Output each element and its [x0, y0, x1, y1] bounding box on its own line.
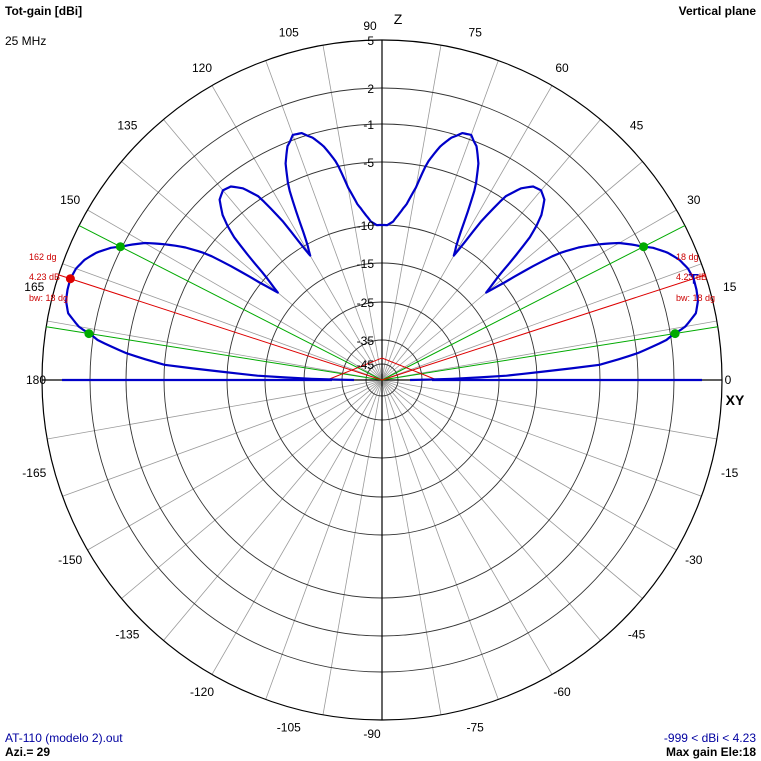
radial-tick-label: 5	[367, 34, 374, 48]
spoke-line	[381, 379, 601, 641]
angle-tick-label: -45	[628, 628, 646, 642]
spoke-line	[381, 209, 677, 381]
max-gain-line	[58, 274, 383, 381]
beam-edge-line	[381, 326, 718, 381]
spoke-line	[381, 379, 643, 599]
beam-edge-marker	[639, 242, 649, 252]
angle-tick-label: 0	[725, 373, 732, 387]
left-gain-label: 4.23 dB	[29, 272, 60, 282]
spoke-line	[265, 379, 383, 700]
max-gain-tick	[688, 273, 699, 284]
radial-tick-label: -10	[357, 219, 375, 233]
spoke-line	[121, 379, 383, 599]
axis-label-z: Z	[394, 11, 403, 27]
angle-tick-label: -30	[685, 553, 703, 567]
beam-edge-marker	[670, 329, 680, 339]
frequency-label: 25 MHz	[5, 34, 47, 48]
spoke-line	[381, 45, 442, 381]
beam-edge-marker	[115, 242, 125, 252]
beam-annotations: 18 dg 4.23 dB bw: 18 dg 162 dg 4.23 dB bw: 18…	[29, 252, 715, 303]
spoke-line	[211, 85, 383, 381]
spoke-line	[47, 379, 383, 440]
spoke-line	[121, 161, 383, 381]
plane-label: Vertical plane	[678, 4, 756, 18]
center-triangle	[326, 357, 438, 381]
angle-tick-label: -135	[115, 628, 139, 642]
radiation-pattern	[62, 132, 702, 382]
angle-tick-label: -165	[22, 466, 46, 480]
spoke-line	[62, 379, 383, 497]
spoke-line	[381, 379, 702, 497]
beam-lines	[46, 225, 718, 381]
beam-edge-marker	[84, 329, 94, 339]
spoke-line	[381, 379, 499, 700]
beam-edge-line	[78, 225, 383, 381]
max-gain-line	[381, 274, 706, 381]
angle-tick-label: 75	[469, 25, 483, 39]
beam-edge-line	[381, 225, 686, 381]
max-gain-label: Max gain Ele:18	[665, 745, 756, 759]
file-name: AT-110 (modelo 2).out	[5, 731, 123, 745]
radial-tick-label: -15	[357, 257, 375, 271]
angle-tick-label: 60	[555, 61, 569, 75]
spoke-line	[62, 263, 383, 381]
chart-title: Tot-gain [dBi]	[5, 4, 83, 18]
pattern-curve	[65, 132, 699, 382]
angle-tick-label: -120	[190, 685, 214, 699]
spoke-line	[381, 379, 677, 551]
spoke-line	[265, 60, 383, 381]
angle-tick-label: 45	[630, 118, 644, 132]
spoke-line	[322, 45, 383, 381]
spoke-line	[381, 379, 553, 675]
angle-tick-label: 150	[60, 193, 80, 207]
spoke-line	[87, 209, 383, 381]
spoke-line	[381, 379, 717, 440]
spoke-line	[381, 119, 601, 381]
spoke-line	[322, 379, 383, 715]
radial-tick-label: 2	[367, 82, 374, 96]
angle-tick-label: -60	[553, 685, 571, 699]
spoke-line	[381, 85, 553, 381]
angle-tick-label: -75	[467, 721, 485, 735]
spoke-line	[87, 379, 383, 551]
angle-tick-label: 165	[24, 280, 44, 294]
left-bw-label: bw: 18 dg	[29, 293, 68, 303]
gain-range: -999 < dBi < 4.23	[663, 731, 756, 745]
spoke-line	[47, 320, 383, 381]
angle-tick-label: 135	[117, 118, 137, 132]
angle-tick-label: -90	[363, 727, 381, 741]
max-gain-marker	[65, 274, 75, 284]
spoke-line	[381, 320, 717, 381]
angle-tick-label: -15	[721, 466, 739, 480]
spoke-line	[381, 161, 643, 381]
right-bw-label: bw: 18 dg	[676, 293, 715, 303]
azimuth-label: Azi.= 29	[5, 745, 51, 759]
spoke-line	[163, 119, 383, 381]
beam-edge-line	[46, 326, 383, 381]
left-angle-label: 162 dg	[29, 252, 57, 262]
angle-tick-label: 90	[363, 19, 377, 33]
axis-label-xy: XY	[726, 392, 745, 408]
right-angle-label: 18 dg	[676, 252, 699, 262]
angle-tick-label: 105	[279, 25, 299, 39]
right-gain-label: 4.23 dB	[676, 272, 707, 282]
angle-tick-label: -150	[58, 553, 82, 567]
angle-tick-label: 120	[192, 61, 212, 75]
angle-tick-label: -105	[277, 721, 301, 735]
radial-tick-label: -35	[357, 334, 375, 348]
spoke-line	[381, 263, 702, 381]
spoke-line	[381, 60, 499, 381]
angle-tick-label: 180	[26, 373, 46, 387]
spoke-line	[163, 379, 383, 641]
radial-tick-label: -45	[357, 358, 375, 372]
tick-labels: 0 15 30 45 60 75 90 105 120 135 150 165 180 -165 -150 -…	[22, 11, 745, 741]
radial-tick-label: -5	[363, 156, 374, 170]
radial-tick-label: -25	[357, 296, 375, 310]
spoke-line	[381, 379, 442, 715]
radial-tick-label: -1	[363, 118, 374, 132]
spoke-line	[211, 379, 383, 675]
angle-tick-label: 30	[687, 193, 701, 207]
angle-tick-label: 15	[723, 280, 737, 294]
